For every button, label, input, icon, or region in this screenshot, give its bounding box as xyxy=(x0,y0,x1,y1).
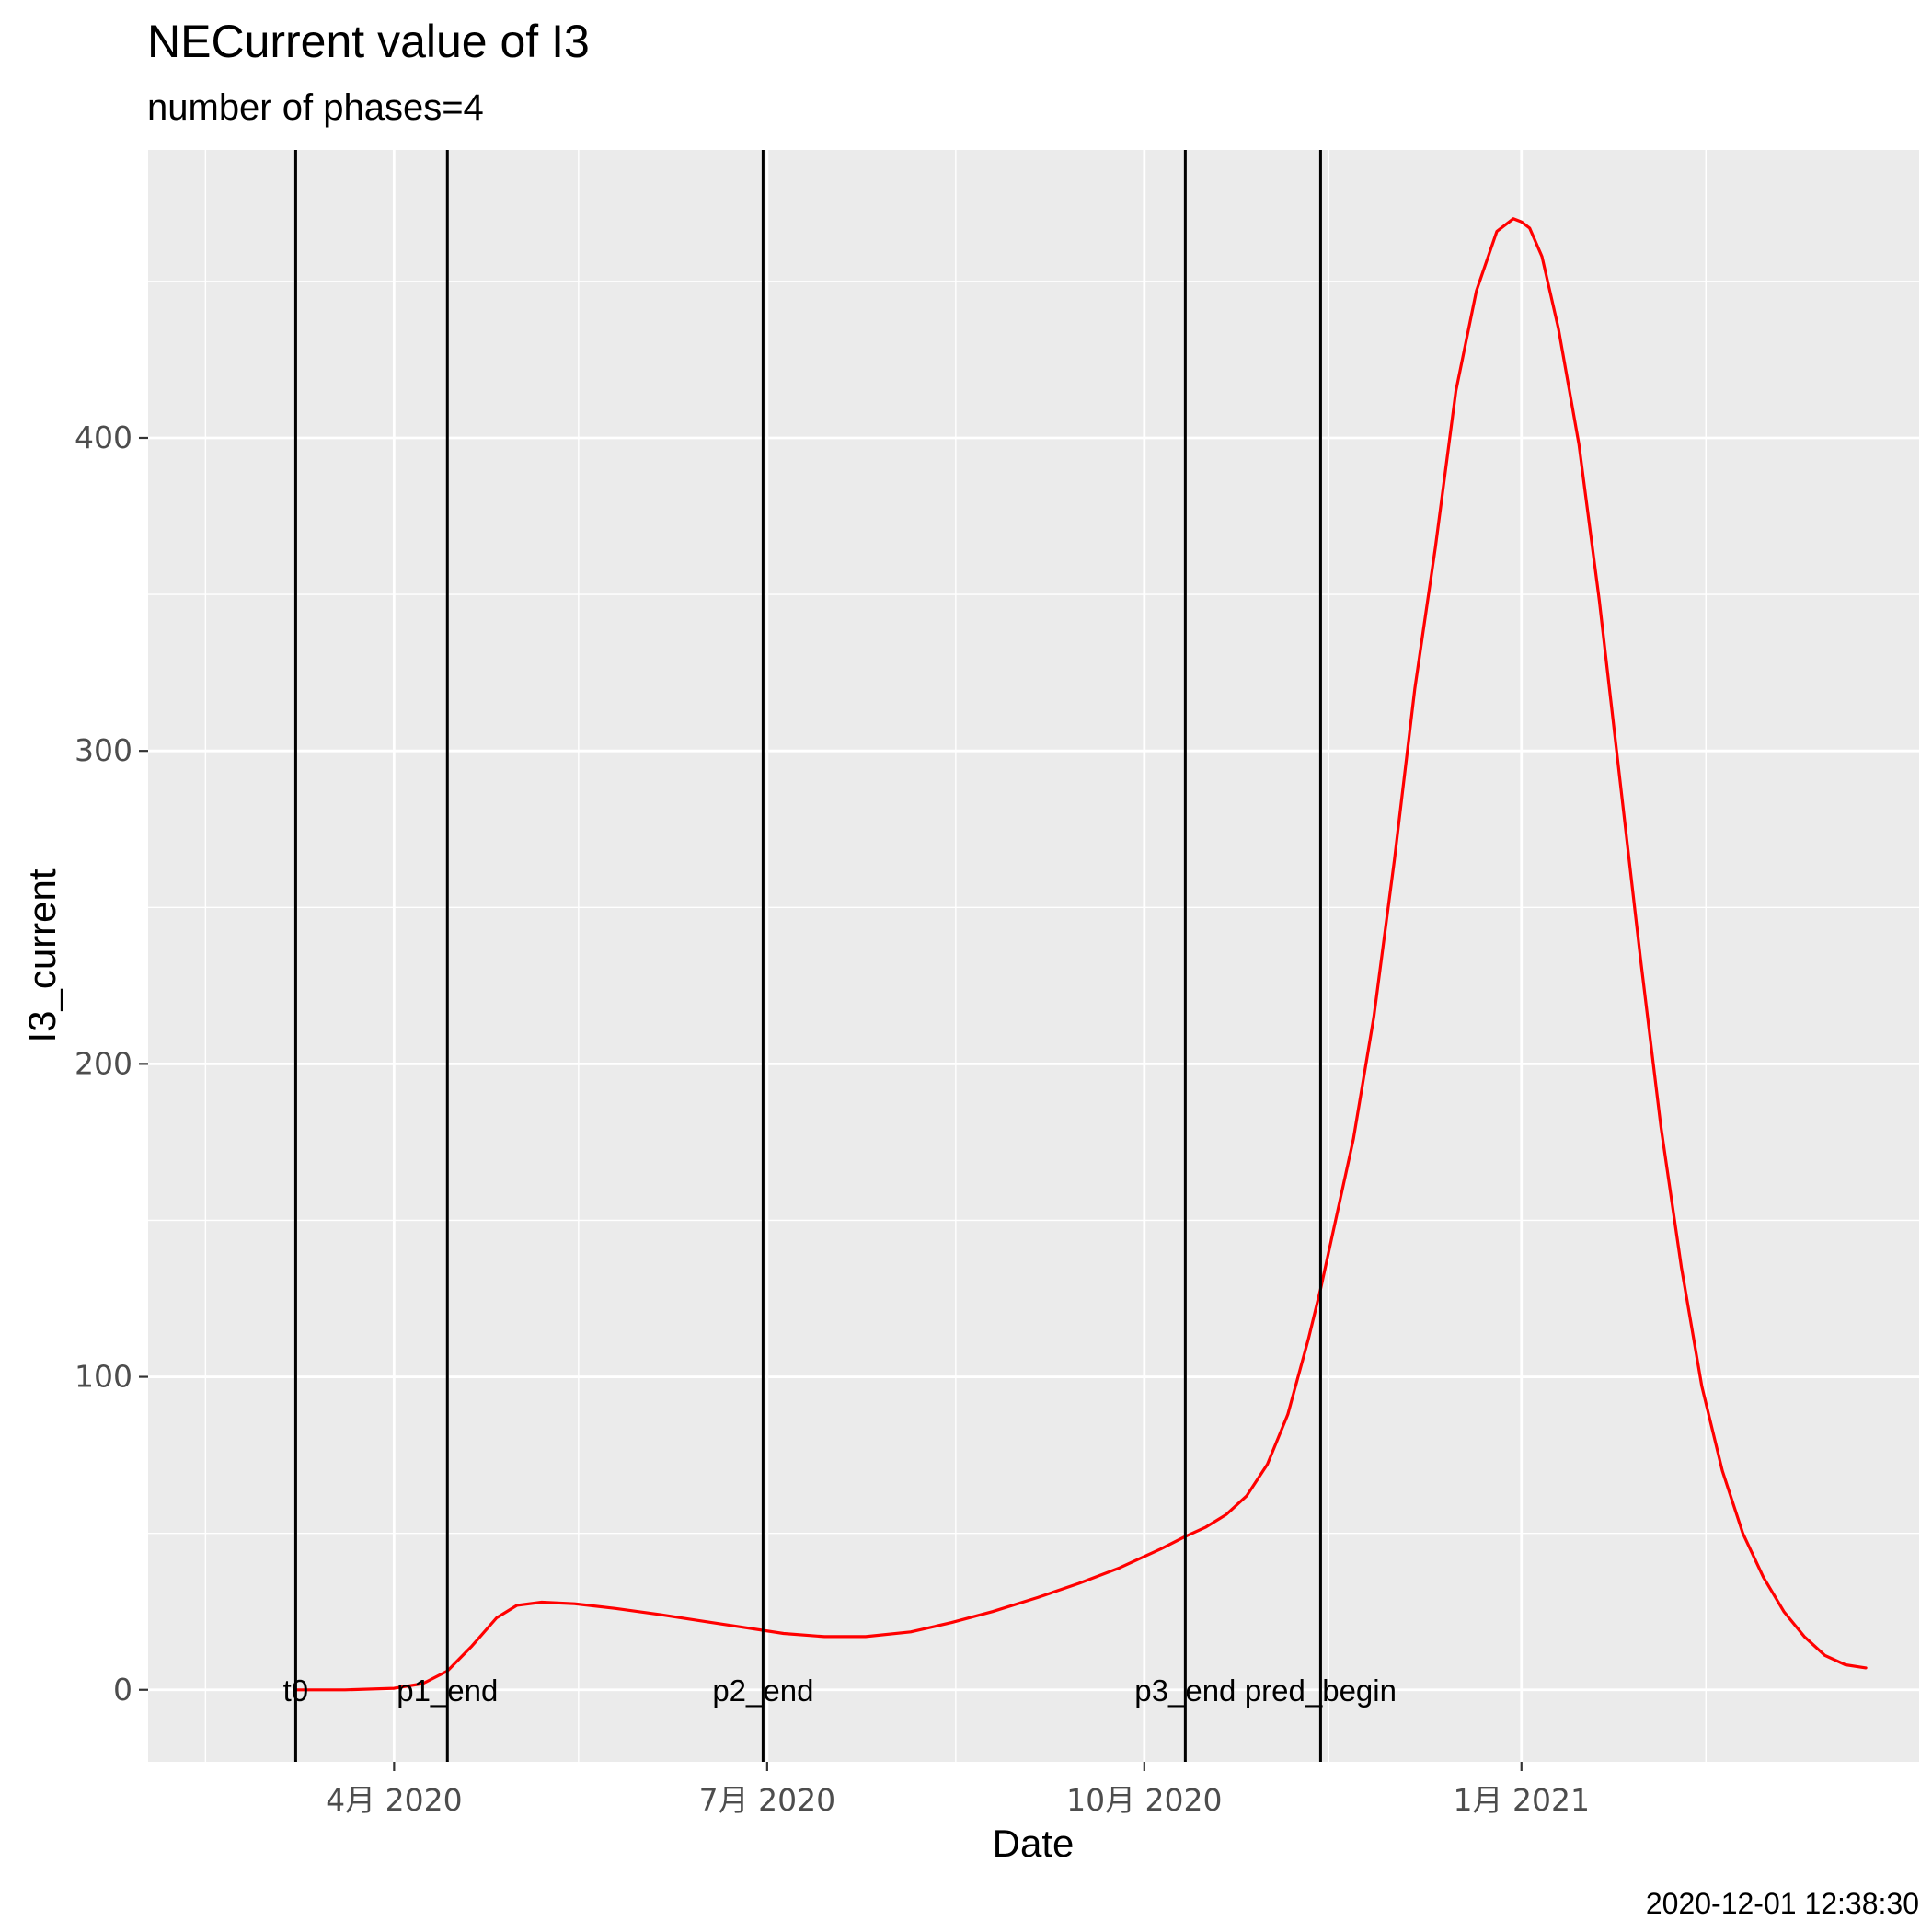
phase-line-labels: t0 p1_end p2_end p3_end pred_begin xyxy=(283,1673,1397,1708)
phase-line-label: p1_end xyxy=(397,1673,498,1708)
phase-lines xyxy=(293,150,1322,1762)
x-tick-label: 4月 2020 xyxy=(326,1782,462,1818)
chart-caption: 2020-12-01 12:38:30 xyxy=(1646,1887,1919,1920)
phase-line-label: p2_end xyxy=(712,1673,813,1708)
plot-panel xyxy=(148,150,1919,1762)
phase-line-label: p3_end xyxy=(1134,1673,1236,1708)
x-axis-title: Date xyxy=(993,1822,1075,1865)
chart-subtitle: number of phases=4 xyxy=(147,87,484,128)
x-tick-label: 7月 2020 xyxy=(699,1782,835,1818)
y-tick-label: 200 xyxy=(75,1045,132,1081)
series-line xyxy=(293,217,1868,1692)
y-tick-label: 300 xyxy=(75,732,132,768)
y-tick-label: 400 xyxy=(75,420,132,455)
y-axis-title: I3_current xyxy=(20,868,63,1042)
y-tick-label: 0 xyxy=(113,1672,132,1708)
phase-line-label: pred_begin xyxy=(1245,1673,1397,1708)
y-axis: 0 100 200 300 400 xyxy=(75,420,148,1708)
minor-grid-lines xyxy=(148,150,1919,1762)
y-tick-label: 100 xyxy=(75,1359,132,1395)
series-layer xyxy=(293,217,1868,1692)
chart-title: NECurrent value of I3 xyxy=(147,16,590,67)
x-tick-label: 1月 2021 xyxy=(1454,1782,1590,1818)
phase-line-label: t0 xyxy=(283,1673,309,1708)
x-tick-label: 10月 2020 xyxy=(1066,1782,1222,1818)
major-grid-lines xyxy=(148,150,1919,1762)
x-axis: 4月 2020 7月 2020 10月 2020 1月 2021 xyxy=(326,1762,1590,1818)
